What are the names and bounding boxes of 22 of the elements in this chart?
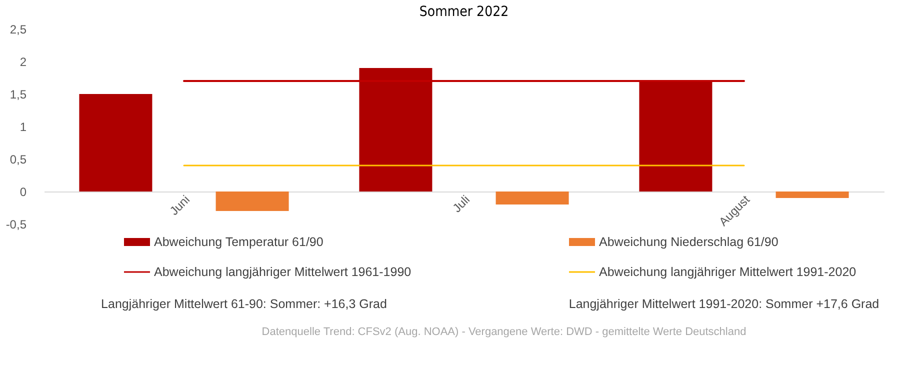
- bar: [639, 81, 712, 192]
- y-tick-label: 2,5: [10, 22, 27, 36]
- y-tick-label: 0: [20, 185, 27, 199]
- legend-label: Abweichung Niederschlag 61/90: [599, 235, 778, 249]
- bar: [216, 192, 289, 211]
- y-tick-label: 2: [20, 55, 27, 69]
- bar: [776, 192, 849, 198]
- y-tick-label: 1,5: [10, 88, 27, 102]
- legend-label: Abweichung langjähriger Mittelwert 1991-2020: [599, 265, 856, 279]
- chart-title: Sommer 2022: [419, 4, 509, 20]
- bar: [79, 94, 152, 192]
- legend-label: Abweichung langjähriger Mittelwert 1961-1990: [154, 265, 412, 279]
- text: Langjähriger Mittelwert 61-90: Sommer: +16,3 Grad: [101, 297, 387, 311]
- y-tick-label: 0,5: [10, 152, 27, 166]
- text: Langjähriger Mittelwert 1991-2020: Sommer +17,6 Grad: [568, 297, 880, 311]
- x-tick-label: Juli: [450, 192, 472, 216]
- legend-label: Abweichung Temperatur 61/90: [154, 235, 324, 249]
- y-tick-label: 1: [20, 120, 27, 134]
- bar: [496, 192, 569, 204]
- y-tick-label: -0,5: [6, 218, 27, 232]
- text: Datenquelle Trend: CFSv2 (Aug. NOAA) - Vergangene Werte: DWD - gemittelte Werte Deutschland: [262, 326, 746, 338]
- bar: [359, 68, 432, 192]
